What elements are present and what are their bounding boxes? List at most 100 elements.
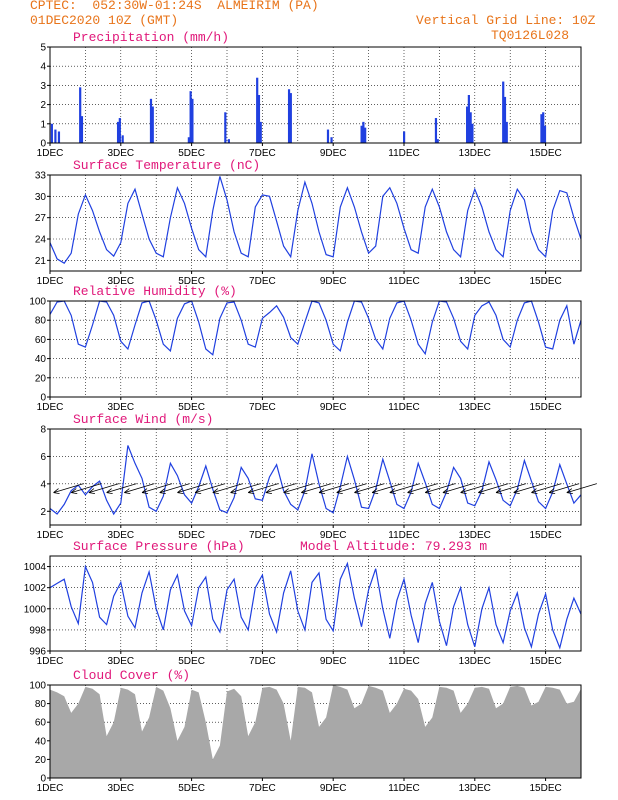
- precip-bar: [467, 95, 470, 143]
- wind-arrow: [513, 483, 544, 493]
- temp-ytick-label: 33: [35, 171, 47, 182]
- wind-title: Surface Wind (m/s): [73, 412, 213, 427]
- wind-arrow-head: [70, 488, 78, 494]
- wind-arrow-head: [460, 488, 467, 494]
- temp-ytick-label: 30: [35, 192, 47, 203]
- wind-arrow-head: [407, 488, 414, 494]
- wind-arrow-head: [336, 488, 343, 494]
- wind-arrow: [495, 483, 527, 493]
- precip-bar: [149, 98, 153, 143]
- model-code-label: TQ0126L028: [491, 28, 570, 43]
- temp-xtick-label: 7DEC: [249, 276, 276, 287]
- press-xtick-label: 13DEC: [459, 656, 491, 667]
- precip-bar: [469, 112, 472, 143]
- wind-arrow-head: [318, 488, 326, 494]
- precip-title: Precipitation (mm/h): [73, 30, 229, 45]
- wind-arrow: [71, 483, 102, 493]
- rh-ytick-label: 0: [40, 393, 46, 404]
- rh-title: Relative Humidity (%): [73, 284, 237, 299]
- precip-bar: [256, 77, 259, 143]
- wind-arrow-head: [389, 488, 396, 494]
- wind-arrow: [531, 483, 562, 493]
- cloud-xtick-label: 7DEC: [249, 783, 276, 794]
- wind-arrow: [336, 483, 367, 493]
- cloud-ytick-label: 60: [35, 718, 47, 729]
- cloud-area: [50, 685, 581, 778]
- rh-xtick-label: 9DEC: [320, 402, 347, 413]
- precip-bar: [227, 139, 230, 143]
- press-xtick-label: 11DEC: [388, 656, 420, 667]
- cloud-xtick-label: 11DEC: [388, 783, 420, 794]
- wind-arrow: [549, 483, 580, 493]
- press-xtick-label: 3DEC: [107, 656, 134, 667]
- press-series-line: [49, 561, 582, 650]
- cloud-frame: [49, 684, 582, 779]
- precip-bar: [502, 81, 505, 143]
- wind-xtick-label: 9DEC: [320, 530, 347, 541]
- precip-bar: [542, 112, 545, 143]
- precip-bar: [543, 125, 547, 143]
- temp-xtick-label: 15DEC: [529, 276, 561, 287]
- rh-ytick-label: 20: [35, 373, 47, 384]
- precip-frame: [49, 46, 582, 144]
- precip-bar: [326, 129, 330, 143]
- precip-bar: [436, 139, 439, 143]
- precip-bar: [187, 137, 190, 143]
- press-ytick-label: 996: [29, 647, 46, 658]
- precip-bar: [360, 125, 363, 143]
- wind-arrow-head: [301, 488, 308, 494]
- wind-arrow-head: [566, 488, 573, 494]
- precip-bar: [79, 87, 82, 143]
- wind-arrow: [389, 483, 420, 493]
- wind-arrow-head: [159, 488, 166, 494]
- wind-ytick-label: 2: [40, 507, 46, 518]
- wind-arrow: [301, 483, 332, 493]
- wind-arrow: [212, 483, 243, 493]
- precip-ytick-label: 0: [40, 139, 46, 150]
- temp-xtick-label: 3DEC: [107, 276, 134, 287]
- wind-ytick-label: 8: [40, 425, 46, 436]
- station-header: CPTEC: 052:30W-01:24S ALMEIRIM (PA): [30, 0, 319, 13]
- wind-arrow-head: [531, 488, 538, 494]
- wind-arrow-head: [212, 488, 219, 494]
- cloud-xtick-label: 3DEC: [107, 783, 134, 794]
- rh-xtick-label: 3DEC: [107, 402, 134, 413]
- press-subtitle: Model Altitude: 79.293 m: [300, 539, 487, 554]
- run-time-label: 01DEC2020 10Z (GMT): [30, 13, 179, 28]
- precip-ytick-label: 3: [40, 81, 46, 92]
- wind-arrow-head: [442, 488, 450, 494]
- wind-arrow-head: [424, 488, 432, 494]
- precip-bar: [330, 137, 333, 143]
- precip-bar: [287, 89, 291, 143]
- precip-bar: [57, 131, 61, 143]
- precip-xtick-label: 11DEC: [388, 148, 420, 159]
- wind-xtick-label: 1DEC: [37, 530, 64, 541]
- wind-xtick-label: 3DEC: [107, 530, 134, 541]
- precip-xtick-label: 15DEC: [529, 148, 561, 159]
- cloud-ytick-label: 40: [35, 736, 47, 747]
- precip-bar: [50, 123, 53, 143]
- wind-arrow: [53, 483, 84, 493]
- temp-ytick-label: 27: [35, 213, 47, 224]
- wind-xtick-label: 15DEC: [529, 530, 561, 541]
- cloud-xtick-label: 5DEC: [178, 783, 205, 794]
- press-xtick-label: 5DEC: [178, 656, 205, 667]
- wind-arrow: [265, 483, 297, 493]
- temp-xtick-label: 5DEC: [178, 276, 205, 287]
- cloud-xtick-label: 15DEC: [529, 783, 561, 794]
- rh-ytick-label: 100: [29, 297, 46, 308]
- wind-arrow: [354, 483, 385, 493]
- precip-bar: [257, 95, 261, 143]
- temp-ytick-label: 24: [35, 235, 47, 246]
- wind-arrow-head: [354, 488, 361, 494]
- temp-panel: [47, 174, 582, 274]
- temp-xtick-label: 11DEC: [388, 276, 420, 287]
- rh-ytick-label: 40: [35, 354, 47, 365]
- temp-xtick-label: 13DEC: [459, 276, 491, 287]
- precip-bar: [151, 106, 154, 143]
- precip-bar: [503, 96, 507, 143]
- cloud-xtick-label: 9DEC: [320, 783, 347, 794]
- wind-ytick-label: 6: [40, 452, 46, 463]
- precip-xtick-label: 9DEC: [320, 148, 347, 159]
